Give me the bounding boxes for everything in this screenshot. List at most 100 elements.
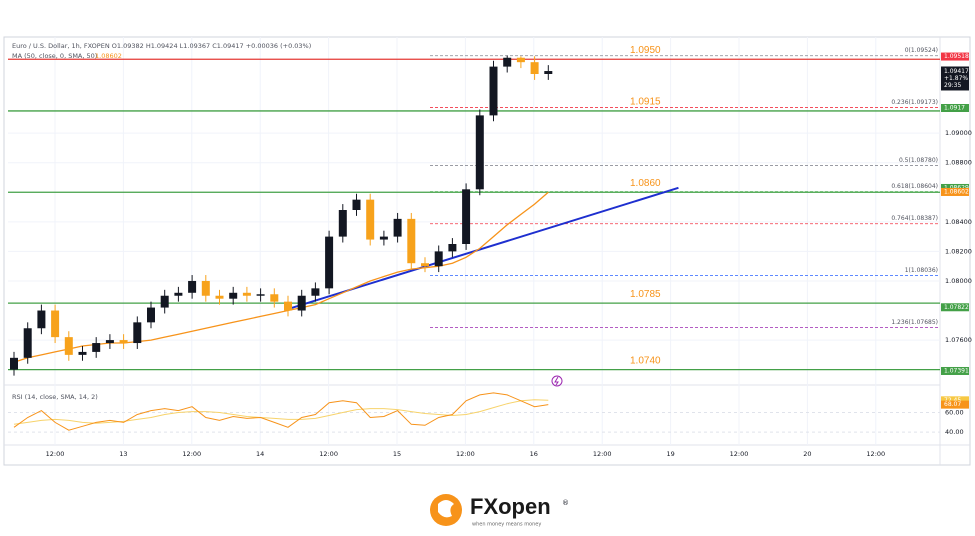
price-badge xyxy=(941,187,969,196)
candle-body xyxy=(516,57,525,63)
candle-body xyxy=(284,301,292,311)
rsi-badge xyxy=(941,396,969,405)
candle-body xyxy=(407,218,416,264)
candle-body xyxy=(92,343,101,352)
candle-body xyxy=(544,71,553,74)
y-tick-label: 1.08800 xyxy=(945,159,972,167)
logo-tagline: when money means money xyxy=(472,522,541,528)
candle-body xyxy=(489,66,498,116)
last-price-label: 1.09417 xyxy=(944,68,969,75)
y-tick-label: 1.08400 xyxy=(945,218,972,226)
rsi-ma-line xyxy=(13,399,549,425)
x-tick-label: 12:00 xyxy=(319,450,338,458)
event-icon[interactable] xyxy=(551,375,563,387)
candle-body xyxy=(270,294,279,302)
candle-body xyxy=(201,280,210,296)
y-tick-label: 1.07600 xyxy=(945,336,972,344)
y-tick-label: 1.08200 xyxy=(945,247,972,255)
fib-label: 0(1.09524) xyxy=(905,47,938,54)
candle-body xyxy=(105,340,114,344)
candle-body xyxy=(434,251,443,267)
fib-label: 0.618(1.08604) xyxy=(891,183,938,190)
plot: 1.0950 1.0915 1.0860 1.0785 1.0740 0(1.09524)… xyxy=(8,45,940,431)
price-badge xyxy=(941,52,969,61)
x-tick-label: 12:00 xyxy=(730,450,749,458)
y-tick-label: 1.09000 xyxy=(945,129,972,137)
rsi-badge-label: 72.45 xyxy=(944,397,961,404)
price-badge xyxy=(941,366,969,375)
candle-body xyxy=(256,294,265,296)
rsi-badge xyxy=(941,400,969,409)
candle-body xyxy=(51,310,60,338)
x-tick-label: 12:00 xyxy=(866,450,885,458)
x-tick-label: 12:00 xyxy=(182,450,201,458)
price-badge-label: 1.07391 xyxy=(944,367,969,374)
grid xyxy=(8,37,940,445)
candle-body xyxy=(475,115,484,190)
x-tick-label: 16 xyxy=(530,450,538,458)
candle-body xyxy=(393,218,402,237)
logo-text: FXopen xyxy=(470,494,551,519)
candle-body xyxy=(37,310,46,329)
candle-body xyxy=(174,292,183,296)
candle-body xyxy=(325,236,334,289)
x-tick-label: 12:00 xyxy=(456,450,475,458)
logo-emblem-shape xyxy=(438,500,454,518)
level-label: 1.0950 xyxy=(630,45,661,56)
candle-body xyxy=(64,337,73,355)
y-tick-label: 1.08000 xyxy=(945,277,972,285)
rsi-line xyxy=(13,392,549,431)
x-tick-label: 19 xyxy=(666,450,674,458)
last-price-badge xyxy=(941,66,969,91)
level-label: 1.0785 xyxy=(630,289,661,300)
price-badge xyxy=(941,104,969,112)
x-tick-label: 12:00 xyxy=(46,450,65,458)
candle-body xyxy=(133,322,142,344)
candle-body xyxy=(119,340,128,344)
fib-label: 0.5(1.08780) xyxy=(899,157,938,164)
countdown-label: 29:35 xyxy=(944,82,961,89)
x-tick-label: 13 xyxy=(119,450,127,458)
event-icon-bolt xyxy=(554,376,559,386)
fib-label: 0.764(1.08387) xyxy=(891,215,938,222)
ma-label: MA (50, close, 0, SMA, 50) xyxy=(12,52,97,60)
candle-body xyxy=(448,244,457,252)
rsi-tick-label: 60.00 xyxy=(945,409,964,417)
level-label: 1.0860 xyxy=(630,178,661,189)
ma-line xyxy=(13,191,549,363)
level-label: 1.0740 xyxy=(630,355,661,366)
candle-body xyxy=(366,199,375,240)
x-tick-label: 15 xyxy=(393,450,401,458)
logo-mark: ® xyxy=(562,499,569,507)
candle-body xyxy=(160,295,169,308)
rsi-badge-label: 68.07 xyxy=(944,401,961,408)
candle-body xyxy=(462,189,471,244)
candle-body xyxy=(311,288,320,296)
header: Euro / U.S. Dollar, 1h, FXOPEN O1.09382 … xyxy=(12,42,311,50)
candle-body xyxy=(188,280,197,293)
rsi-label: RSI (14, close, SMA, 14, 2) xyxy=(12,393,98,401)
level-label: 1.0915 xyxy=(630,97,661,108)
x-tick-label: 12:00 xyxy=(593,450,612,458)
candle-body xyxy=(530,62,539,74)
candle-body xyxy=(147,307,155,323)
ma-value: 1.08602 xyxy=(95,52,122,60)
price-badge-label: 1.0917 xyxy=(944,105,965,112)
logo: FXopen ® when money means money xyxy=(430,494,569,528)
fib-label: 0.236(1.09173) xyxy=(891,99,938,106)
fib-label: 1.236(1.07685) xyxy=(891,319,938,326)
price-badge-label: 1.08602 xyxy=(944,188,969,195)
candle-body xyxy=(242,292,251,296)
rsi-tick-label: 40.00 xyxy=(945,428,964,436)
candle-body xyxy=(10,357,18,370)
price-badge-label: 1.09518 xyxy=(944,53,969,60)
candle-body xyxy=(503,57,512,67)
fib-label: 1(1.08036) xyxy=(905,267,938,274)
candle-body xyxy=(352,199,361,210)
candle-body xyxy=(338,210,347,237)
candle-body xyxy=(229,292,238,299)
price-badge-label: 1.07822 xyxy=(944,304,969,311)
candle-body xyxy=(379,236,388,240)
